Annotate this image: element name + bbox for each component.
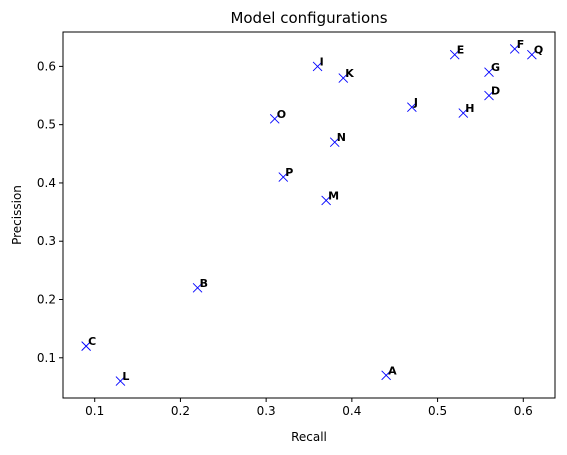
x-marker (458, 108, 469, 118)
data-point-g: G (484, 61, 500, 78)
x-marker (449, 49, 460, 60)
x-marker (484, 67, 494, 78)
point-label: G (491, 61, 500, 74)
point-label: D (491, 85, 500, 98)
y-tick-label: 0.5 (37, 118, 56, 132)
data-point-b: B (192, 277, 208, 293)
point-label: A (388, 364, 397, 377)
x-axis-title: Recall (291, 430, 327, 444)
data-point-m: M (321, 189, 339, 206)
x-marker (338, 73, 349, 83)
x-tick-label: 0.3 (257, 404, 276, 418)
point-label: J (413, 96, 418, 109)
x-tick-label: 0.1 (85, 404, 104, 418)
data-point-q: Q (527, 44, 543, 60)
x-marker (192, 283, 203, 293)
plot-area-frame (62, 31, 556, 399)
data-point-n: N (329, 131, 346, 147)
data-point-h: H (458, 102, 475, 118)
y-tick-label: 0.6 (37, 59, 56, 73)
data-point-a: A (381, 364, 397, 381)
x-marker (509, 44, 520, 54)
point-label: O (277, 108, 286, 121)
y-axis-title: Precission (10, 185, 24, 245)
y-tick-label: 0.1 (37, 351, 56, 365)
point-label: P (285, 166, 293, 179)
data-point-e: E (449, 44, 465, 60)
x-marker (381, 370, 391, 381)
point-label: Q (534, 44, 543, 57)
x-marker (81, 341, 91, 351)
x-tick-label: 0.6 (514, 404, 533, 418)
y-tick-label: 0.4 (37, 176, 56, 190)
y-axis: 0.1 0.2 0.3 0.4 0.5 0.6 (37, 59, 63, 365)
chart-title: Model configurations (230, 9, 387, 27)
x-marker (407, 102, 417, 112)
data-point-j: J (407, 96, 418, 112)
point-label: I (320, 55, 324, 68)
data-point-i: I (312, 55, 324, 72)
y-tick-label: 0.3 (37, 234, 56, 248)
data-point-l: L (115, 370, 129, 386)
x-tick-label: 0.2 (171, 404, 190, 418)
x-marker (321, 195, 331, 206)
data-point-c: C (81, 335, 96, 351)
data-point-o: O (269, 108, 286, 124)
point-label: C (88, 335, 96, 348)
point-label: B (200, 277, 208, 290)
x-marker (115, 376, 126, 386)
point-label: N (337, 131, 346, 144)
x-marker (269, 114, 280, 124)
x-axis: 0.1 0.2 0.3 0.4 0.5 0.6 (85, 398, 533, 418)
x-marker (329, 137, 340, 147)
point-label: F (517, 38, 525, 51)
x-tick-label: 0.5 (428, 404, 447, 418)
data-points: A B C D E F G H I J K L M N O P Q (81, 38, 543, 386)
x-marker (312, 61, 323, 72)
x-tick-label: 0.4 (342, 404, 361, 418)
point-label: L (122, 370, 129, 383)
x-marker (278, 172, 289, 182)
data-point-p: P (278, 166, 293, 182)
x-marker (527, 49, 537, 60)
data-point-d: D (484, 85, 500, 101)
y-tick-label: 0.2 (37, 293, 56, 307)
data-point-f: F (509, 38, 525, 54)
point-label: H (465, 102, 474, 115)
data-point-k: K (338, 67, 354, 83)
x-marker (484, 90, 494, 101)
point-label: M (328, 189, 339, 202)
point-label: E (457, 44, 465, 57)
point-label: K (345, 67, 354, 80)
